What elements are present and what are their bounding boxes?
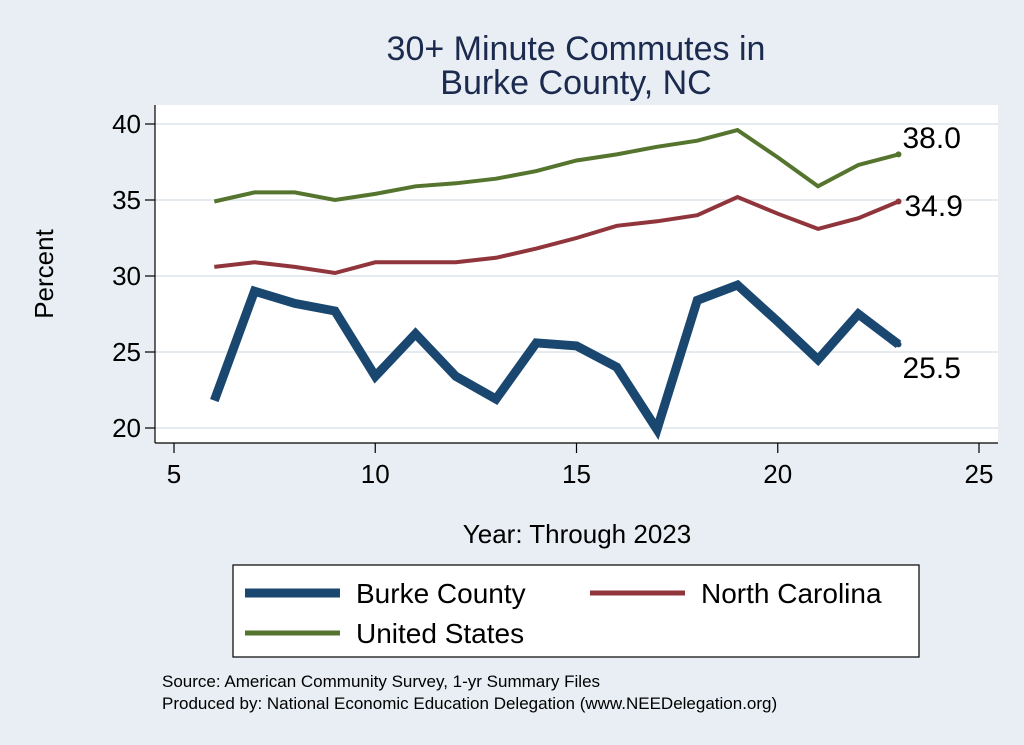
legend-box	[232, 564, 920, 658]
series-endpoint-burke-county	[895, 341, 902, 348]
source-note: Source: American Community Survey, 1-yr …	[162, 672, 600, 691]
legend-label-united-states: United States	[356, 618, 524, 649]
series-line-burke-county	[210, 279, 902, 441]
x-tick-label-25: 25	[965, 459, 994, 489]
x-tick-label-15: 15	[562, 459, 591, 489]
x-tick-label-20: 20	[763, 459, 792, 489]
legend-label-north-carolina: North Carolina	[701, 578, 882, 609]
y-tick-label-35: 35	[112, 185, 141, 215]
y-tick-label-25: 25	[112, 337, 141, 367]
y-tick-label-30: 30	[112, 261, 141, 291]
y-tick-label-40: 40	[112, 109, 141, 139]
legend-label-burke-county: Burke County	[356, 578, 526, 609]
y-tick-label-20: 20	[112, 413, 141, 443]
produced-by-note: Produced by: National Economic Education…	[162, 694, 777, 713]
plot-area	[155, 105, 998, 443]
end-label-burke-county: 25.5	[903, 352, 961, 385]
end-label-united-states: 38.0	[903, 122, 961, 155]
chart-title-line-2: Burke County, NC	[440, 64, 711, 102]
x-tick-label-5: 5	[167, 459, 181, 489]
chart-title-line-1: 30+ Minute Commutes in	[387, 30, 766, 68]
series-endpoint-north-carolina	[895, 198, 902, 205]
series-endpoint-united-states	[895, 151, 902, 158]
x-axis-title: Year: Through 2023	[463, 519, 691, 549]
y-axis-title: Percent	[29, 228, 59, 318]
end-label-north-carolina: 34.9	[905, 190, 963, 223]
x-tick-label-10: 10	[361, 459, 390, 489]
series-line-united-states	[213, 127, 900, 204]
series-line-north-carolina	[214, 194, 900, 276]
